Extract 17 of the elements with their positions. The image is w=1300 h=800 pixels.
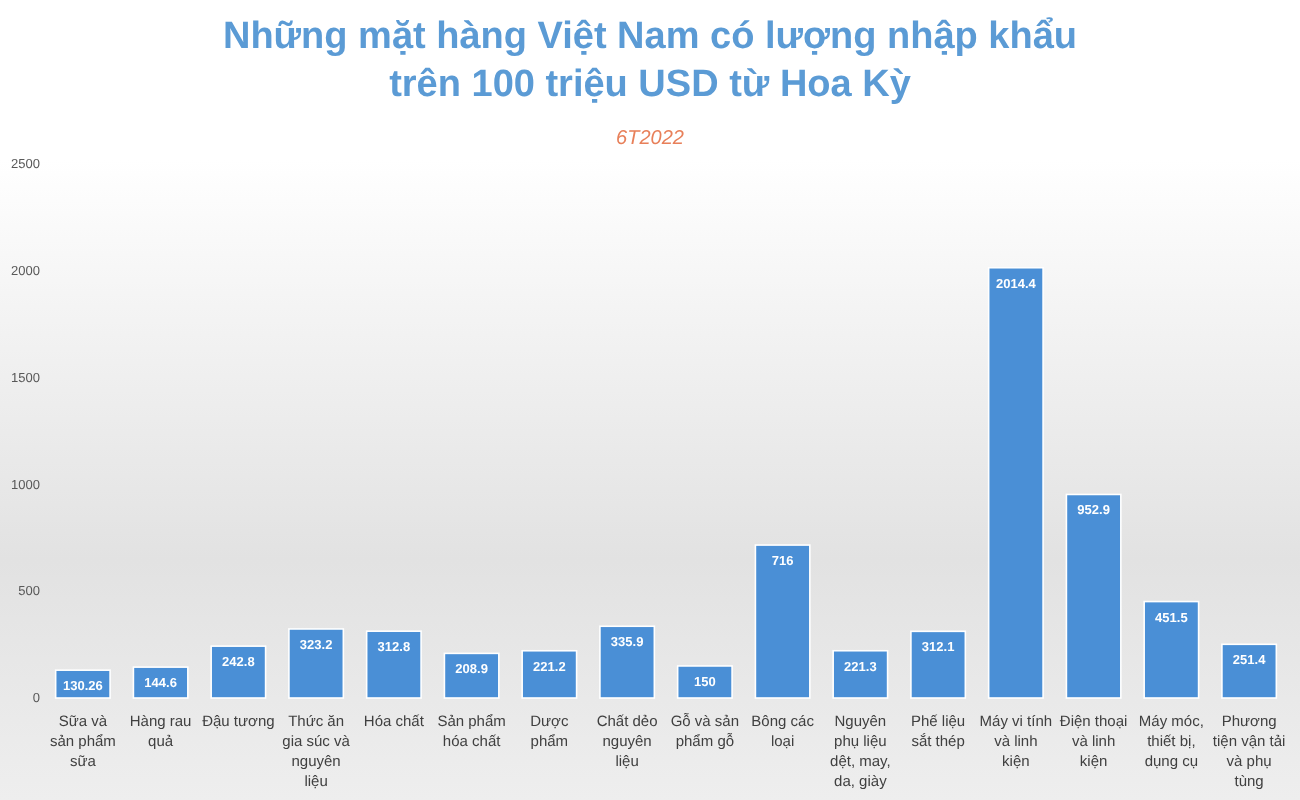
bar bbox=[1065, 493, 1122, 699]
bar bbox=[754, 544, 811, 699]
bar bbox=[599, 625, 656, 699]
bar bbox=[210, 645, 267, 699]
bar bbox=[288, 628, 345, 699]
bar bbox=[443, 652, 500, 699]
bar bbox=[365, 630, 422, 699]
bar bbox=[1221, 643, 1278, 699]
bar bbox=[676, 665, 733, 699]
bar bbox=[910, 630, 967, 699]
bar bbox=[987, 266, 1044, 699]
bar bbox=[521, 649, 578, 699]
chart-subtitle: 6T2022 bbox=[616, 128, 685, 150]
bar bbox=[832, 649, 889, 699]
bar bbox=[1143, 600, 1200, 699]
bar bbox=[132, 666, 189, 699]
chart-title: Những mặt hàng Việt Nam có lượng nhập khẩu trên 100 triệu USD từ Hoa Kỳ bbox=[222, 16, 1078, 106]
